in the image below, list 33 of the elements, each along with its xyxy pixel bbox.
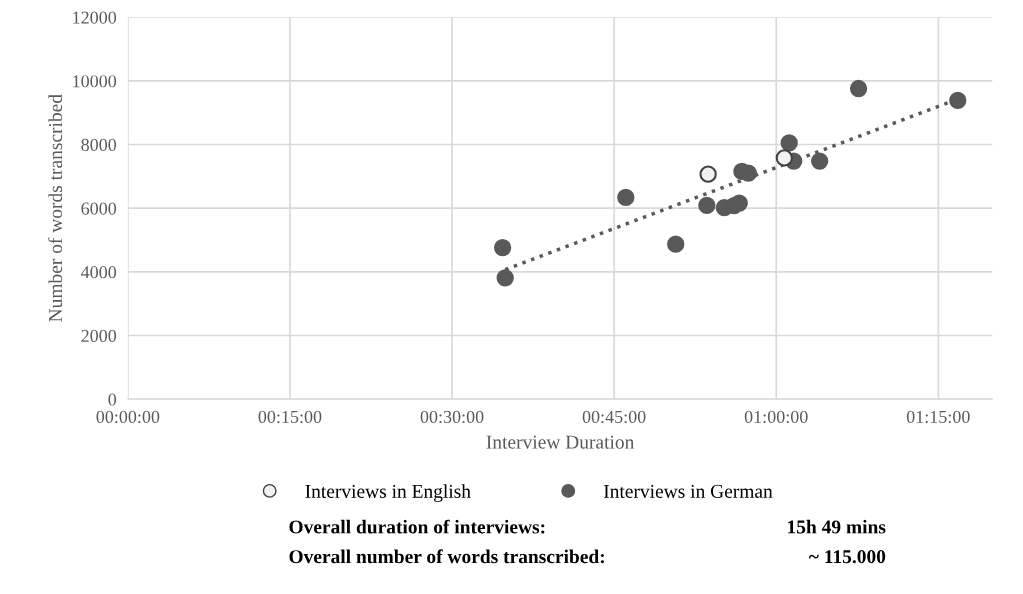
legend-label: Interviews in German (603, 484, 773, 498)
point (775, 149, 793, 167)
point (496, 269, 514, 287)
y-tick-label: 2000 (81, 329, 117, 342)
text: Overall number of words transcribed: (289, 549, 604, 564)
x-tick-label: 00:45:00 (582, 410, 646, 424)
text: Overall duration of interviews: (289, 519, 545, 534)
x-tick-label: 00:15:00 (258, 410, 322, 424)
y-tick-label: 0 (108, 393, 117, 406)
point (811, 152, 829, 170)
x-tick-label: 01:15:00 (906, 410, 970, 424)
text: 15h 49 mins (788, 519, 886, 534)
x-axis-title: Interview Duration (486, 435, 635, 449)
text: ~ 115.000 (808, 550, 886, 564)
y-tick-label: 12000 (73, 11, 117, 24)
point (730, 194, 748, 212)
point (617, 188, 635, 207)
y-tick-label: 10000 (73, 75, 117, 88)
point (493, 239, 512, 257)
point (849, 79, 868, 98)
point (698, 196, 716, 214)
point (949, 91, 967, 109)
x-tick-label: 01:00:00 (744, 410, 808, 424)
point (667, 235, 685, 253)
point (699, 165, 717, 183)
y-axis-title: Number of words transcribed (48, 94, 63, 322)
y-tick-label: 4000 (81, 266, 117, 279)
x-tick-label: 00:00:00 (96, 410, 160, 424)
x-tick-label: 00:30:00 (420, 410, 484, 424)
y-tick-label: 6000 (81, 202, 117, 215)
legend-label: Interviews in English (305, 484, 471, 502)
point (780, 134, 798, 152)
y-tick-label: 8000 (81, 138, 117, 151)
